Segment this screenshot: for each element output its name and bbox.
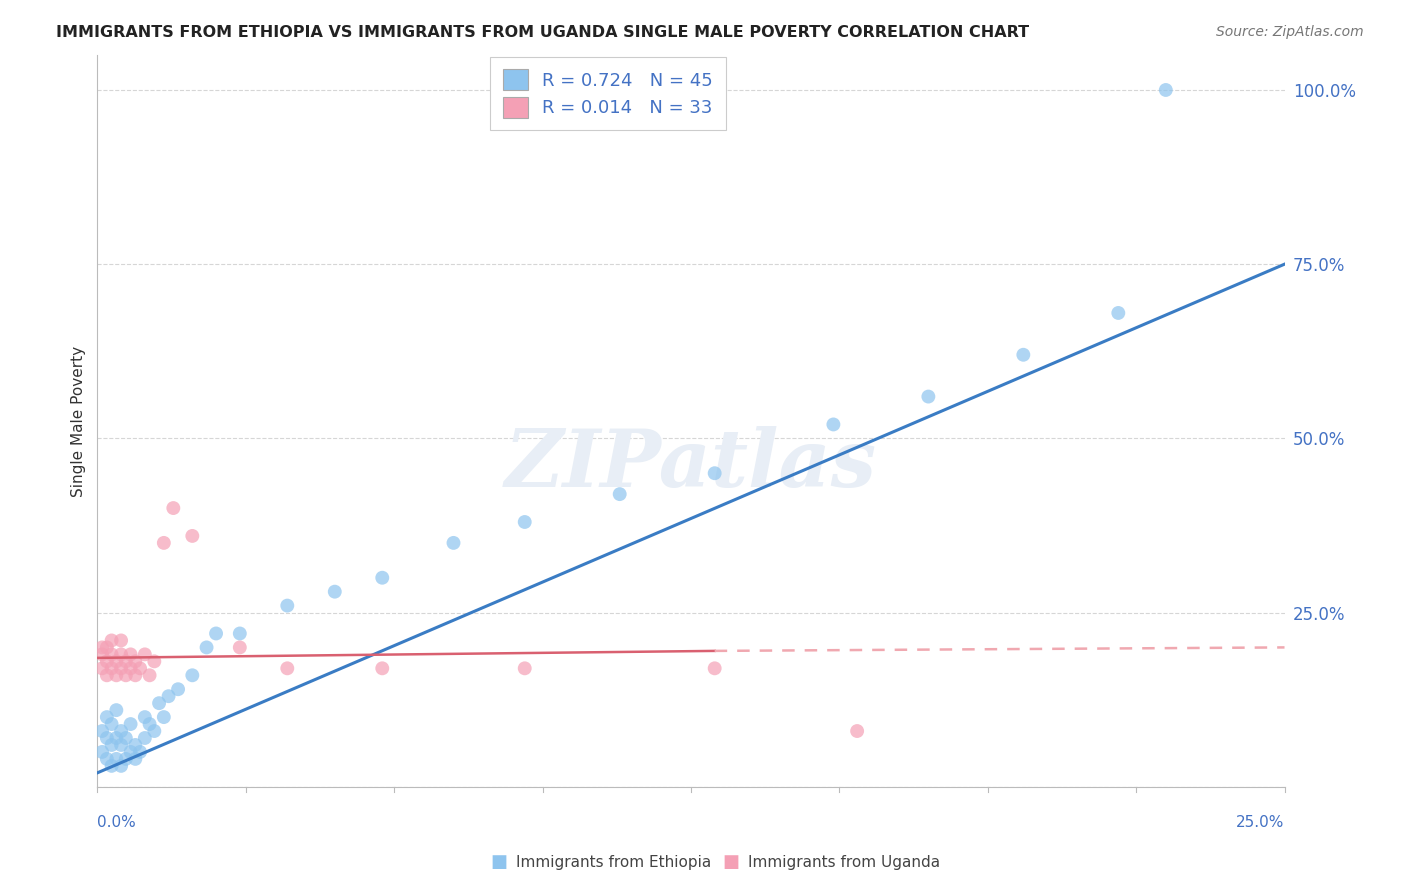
Point — [276, 599, 298, 613]
Point — [153, 536, 176, 550]
Point — [1012, 348, 1035, 362]
Point — [129, 661, 152, 675]
Point — [96, 731, 118, 745]
Point — [105, 703, 128, 717]
Point — [96, 668, 118, 682]
Point — [115, 752, 138, 766]
Point — [143, 654, 166, 668]
Point — [1107, 306, 1129, 320]
Point — [129, 745, 152, 759]
Point — [110, 648, 132, 662]
Point — [120, 648, 142, 662]
Point — [323, 584, 346, 599]
Point — [105, 731, 128, 745]
Point — [195, 640, 218, 655]
Text: Immigrants from Uganda: Immigrants from Uganda — [748, 855, 941, 870]
Point — [148, 696, 170, 710]
Point — [120, 661, 142, 675]
Point — [823, 417, 845, 432]
Point — [115, 668, 138, 682]
Point — [110, 738, 132, 752]
Point — [120, 745, 142, 759]
Point — [100, 738, 122, 752]
Point — [513, 661, 536, 675]
Point — [100, 633, 122, 648]
Point — [138, 717, 160, 731]
Point — [134, 710, 156, 724]
Point — [443, 536, 465, 550]
Point — [134, 731, 156, 745]
Point — [371, 571, 394, 585]
Point — [513, 515, 536, 529]
Point — [134, 648, 156, 662]
Legend: R = 0.724   N = 45, R = 0.014   N = 33: R = 0.724 N = 45, R = 0.014 N = 33 — [489, 57, 725, 130]
Text: 25.0%: 25.0% — [1236, 814, 1285, 830]
Point — [1154, 83, 1177, 97]
Text: ■: ■ — [491, 853, 508, 871]
Text: ■: ■ — [723, 853, 740, 871]
Point — [157, 689, 180, 703]
Point — [91, 648, 114, 662]
Point — [115, 731, 138, 745]
Text: Immigrants from Ethiopia: Immigrants from Ethiopia — [516, 855, 711, 870]
Point — [143, 724, 166, 739]
Point — [96, 654, 118, 668]
Point — [703, 661, 725, 675]
Point — [609, 487, 631, 501]
Point — [917, 390, 939, 404]
Point — [110, 724, 132, 739]
Point — [91, 661, 114, 675]
Point — [96, 710, 118, 724]
Point — [703, 467, 725, 481]
Point — [371, 661, 394, 675]
Point — [105, 654, 128, 668]
Point — [110, 661, 132, 675]
Point — [124, 738, 146, 752]
Point — [229, 640, 252, 655]
Point — [124, 752, 146, 766]
Point — [105, 752, 128, 766]
Point — [115, 654, 138, 668]
Point — [124, 668, 146, 682]
Point — [100, 717, 122, 731]
Point — [91, 640, 114, 655]
Point — [100, 648, 122, 662]
Y-axis label: Single Male Poverty: Single Male Poverty — [72, 345, 86, 497]
Text: IMMIGRANTS FROM ETHIOPIA VS IMMIGRANTS FROM UGANDA SINGLE MALE POVERTY CORRELATI: IMMIGRANTS FROM ETHIOPIA VS IMMIGRANTS F… — [56, 25, 1029, 40]
Point — [91, 745, 114, 759]
Point — [846, 724, 869, 739]
Text: ZIPatlas: ZIPatlas — [505, 426, 877, 504]
Point — [91, 724, 114, 739]
Point — [153, 710, 176, 724]
Point — [100, 759, 122, 773]
Point — [167, 682, 190, 697]
Point — [124, 654, 146, 668]
Point — [110, 759, 132, 773]
Point — [120, 717, 142, 731]
Point — [205, 626, 228, 640]
Point — [96, 640, 118, 655]
Point — [229, 626, 252, 640]
Point — [138, 668, 160, 682]
Point — [100, 661, 122, 675]
Text: Source: ZipAtlas.com: Source: ZipAtlas.com — [1216, 25, 1364, 39]
Point — [105, 668, 128, 682]
Point — [162, 501, 184, 516]
Point — [96, 752, 118, 766]
Point — [181, 529, 204, 543]
Point — [110, 633, 132, 648]
Point — [181, 668, 204, 682]
Point — [276, 661, 298, 675]
Text: 0.0%: 0.0% — [97, 814, 136, 830]
